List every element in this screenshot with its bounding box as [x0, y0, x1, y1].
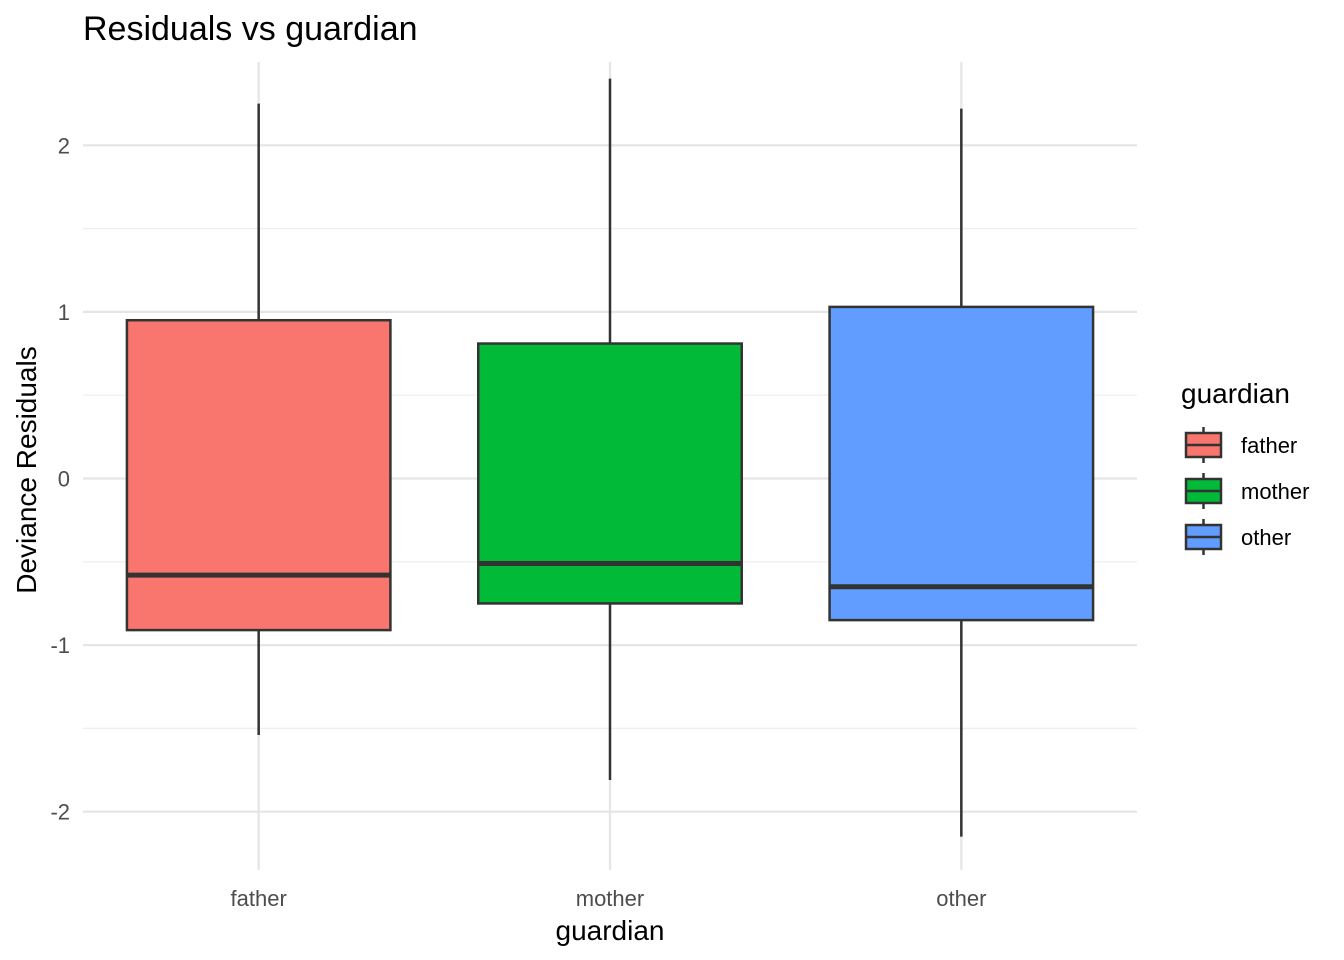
- y-tick-label: 2: [58, 133, 70, 158]
- legend-label: mother: [1241, 479, 1309, 504]
- y-tick-label: 0: [58, 466, 70, 491]
- x-tick-label: other: [936, 886, 986, 911]
- box-other: [828, 108, 1095, 837]
- boxes-layer: [125, 78, 1095, 837]
- x-tick-label: father: [231, 886, 287, 911]
- y-axis-title: Deviance Residuals: [11, 346, 42, 593]
- legend-item-mother: mother: [1184, 473, 1309, 509]
- legend-item-other: other: [1184, 519, 1291, 555]
- box-mother: [477, 78, 743, 781]
- x-tick-label: mother: [576, 886, 644, 911]
- box-body: [828, 305, 1095, 622]
- legend-title: guardian: [1181, 378, 1290, 409]
- legend-label: father: [1241, 433, 1297, 458]
- legend-items: father mother other: [1184, 427, 1309, 555]
- chart-title: Residuals vs guardian: [83, 10, 418, 48]
- legend-item-father: father: [1184, 427, 1297, 463]
- box-father: [125, 103, 392, 736]
- box-body: [477, 342, 743, 605]
- legend-label: other: [1241, 525, 1291, 550]
- x-tick-labels: father mother other: [231, 886, 987, 911]
- y-tick-label: -2: [50, 800, 70, 825]
- y-tick-labels: -2 -1 0 1 2: [50, 133, 70, 824]
- legend: guardian father mother other: [1181, 378, 1309, 555]
- y-tick-label: -1: [50, 633, 70, 658]
- box-body: [125, 318, 392, 632]
- y-tick-label: 1: [58, 300, 70, 325]
- x-axis-title: guardian: [556, 915, 665, 946]
